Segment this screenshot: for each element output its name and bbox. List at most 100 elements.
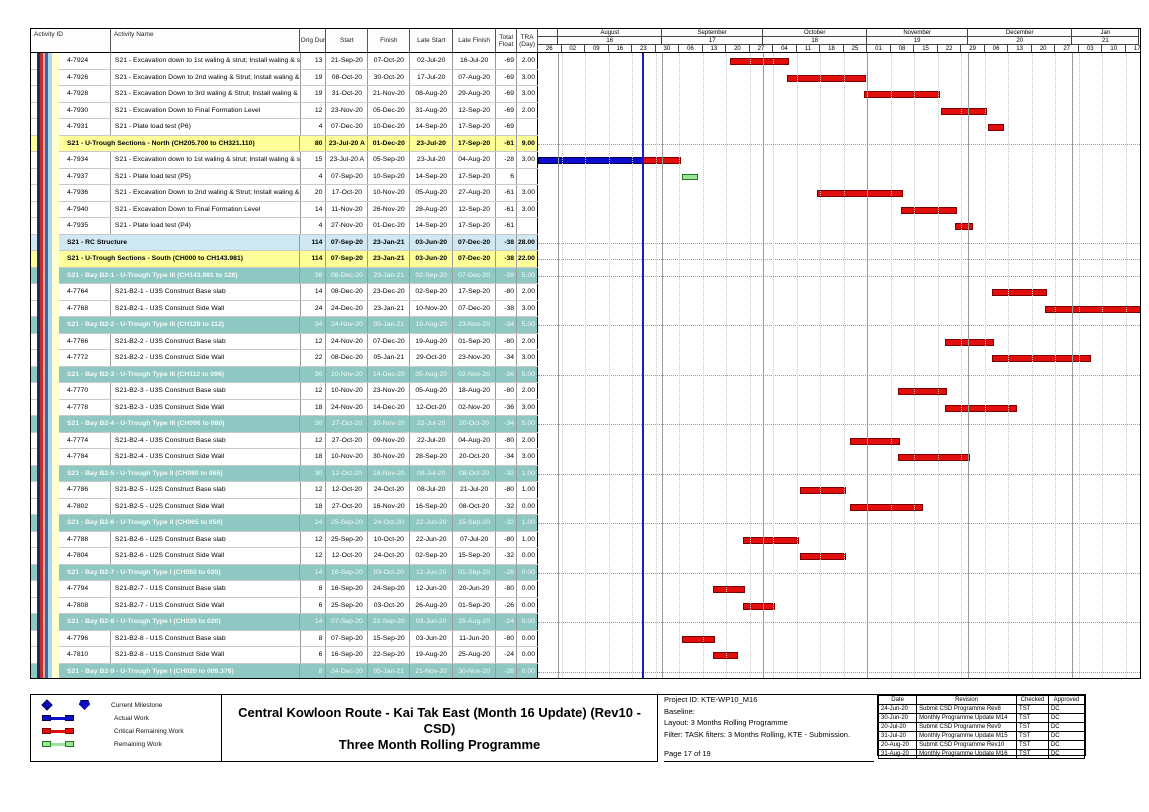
timescale-header: August 16 September 17 October 18 November 19 De… (538, 29, 1140, 53)
total-float: -36 (496, 366, 518, 382)
legend: Current Milestone Actual Work Critical Rem… (30, 694, 222, 762)
finish-date: 05-Sep-20 (368, 152, 411, 168)
band-name: S21 - Bay B2-3 - U-Trough Type III (CH11… (31, 366, 301, 382)
activity-id: 4-7794 (31, 581, 111, 597)
tra-days: 3.00 (517, 201, 538, 217)
late-finish-date: 15-Sep-20 (453, 515, 497, 531)
late-finish-date: 01-Sep-20 (453, 333, 497, 349)
band-dotted-line (538, 523, 1140, 524)
activity-id: 4-7940 (31, 201, 111, 217)
start-date: 24-Dec-20 (326, 663, 369, 678)
finish-date: 24-Oct-20 (368, 482, 411, 498)
activity-name: S21-B2-4 - U3S Construct Base slab (111, 432, 301, 448)
remaining-bar (682, 174, 698, 180)
actual-bar-part (65, 715, 74, 721)
finish-date: 30-Nov-20 (368, 449, 411, 465)
total-float: -80 (496, 432, 518, 448)
activity-name: S21-B2-4 - U3S Construct Side Wall (111, 449, 301, 465)
activity-row: 4-7788 S21-B2-6 - U2S Construct Base slab… (31, 531, 1140, 548)
revision-cell: Monthly Programme Update M16 (916, 749, 1018, 759)
late-start-date: 08-Jul-20 (410, 465, 454, 481)
band-dotted-line (538, 143, 1140, 145)
start-date: 08-Dec-20 (326, 350, 369, 366)
orig-dur: 80 (300, 135, 327, 151)
band-name: S21 - Bay B2-9 - U-Trough Type I (CH020 … (31, 663, 301, 678)
activity-row: 4-7936 S21 - Excavation Down to 2nd walin… (31, 185, 1140, 202)
week-tick-label: 25 (844, 45, 868, 52)
start-date: 07-Sep-20 (326, 251, 369, 267)
gantt-row-area (538, 202, 1140, 219)
column-header-total-float: Total Float (496, 29, 518, 52)
total-float: -38 (496, 300, 518, 316)
baseline: Baseline: (664, 706, 695, 716)
column-header-tra-day: TRA (Day) (517, 29, 539, 52)
band-name: S21 - U-Trough Sections - South (CH000 t… (31, 251, 301, 267)
activity-id: 4-7768 (31, 300, 111, 316)
activity-id: 4-7937 (31, 168, 111, 184)
week-tick-label: 20 (1032, 45, 1056, 52)
gantt-row-area (538, 499, 1140, 516)
finish-date: 30-Oct-20 (368, 69, 411, 85)
margin-stripe (37, 53, 40, 678)
revision-cell: DC (1047, 740, 1086, 750)
total-float: -36 (496, 399, 518, 415)
late-finish-date: 17-Sep-20 (453, 135, 497, 151)
tra-days (517, 168, 538, 184)
total-float: -80 (496, 630, 518, 646)
total-float: -80 (496, 482, 518, 498)
critical-remaining-bar (988, 124, 1004, 131)
critical-remaining-bar (941, 107, 987, 115)
gantt-row-area (538, 548, 1140, 565)
activity-id: 4-7774 (31, 432, 111, 448)
start-date: 16-Sep-20 (326, 647, 369, 663)
late-start-date: 22-Jul-20 (410, 432, 454, 448)
activity-id: 4-7772 (31, 350, 111, 366)
total-float: -24 (496, 614, 518, 630)
total-float: -80 (496, 581, 518, 597)
activity-row: 4-7928 S21 - Excavation Down to 3rd walin… (31, 86, 1140, 103)
week-tick-label: 23 (632, 45, 656, 52)
orig-dur: 6 (301, 597, 327, 613)
late-finish-date: 02-Nov-20 (453, 399, 497, 415)
finish-date: 01-Dec-20 (368, 135, 411, 151)
late-start-date: 22-Jun-20 (410, 531, 454, 547)
late-start-date: 31-Aug-20 (410, 102, 454, 118)
month-number (538, 37, 559, 45)
gantt-row-area (538, 251, 1140, 268)
critical-remaining-bar (897, 388, 947, 395)
tra-days: 1.00 (517, 515, 538, 531)
activity-id: 4-7788 (31, 531, 111, 547)
start-date: 23-Nov-20 (326, 102, 369, 118)
late-start-date: 12-Jun-20 (410, 581, 454, 597)
band-name: S21 - RC Structure (31, 234, 301, 250)
start-date: 12-Oct-20 (326, 465, 369, 481)
tra-days: 2.00 (517, 383, 538, 399)
band-name: S21 - Bay B2-6 - U-Trough Type II (CH065… (31, 515, 301, 531)
week-tick-label: 15 (914, 45, 938, 52)
orig-dur: 19 (301, 86, 327, 102)
orig-dur: 20 (301, 185, 327, 201)
revision-cell: Monthly Programme Update M15 (916, 731, 1018, 741)
critical-remaining-bar (897, 454, 971, 461)
start-date: 24-Nov-20 (326, 333, 369, 349)
late-finish-date: 21-Jul-20 (453, 482, 497, 498)
late-finish-date: 07-Aug-20 (453, 69, 497, 85)
activity-name: S21-B2-5 - U2S Construct Base slab (111, 482, 301, 498)
activity-id: 4-7934 (31, 152, 111, 168)
finish-date: 07-Dec-20 (368, 333, 411, 349)
layout: Layout: 3 Months Rolling Programme (664, 718, 788, 727)
legend-label: Actual Work (114, 714, 149, 722)
late-start-date: 26-Aug-20 (410, 597, 454, 613)
finish-date: 05-Jan-21 (368, 350, 411, 366)
total-float: -80 (496, 531, 518, 547)
summary-band-row: S21 - Bay B2-2 - U-Trough Type III (CH12… (31, 317, 1140, 334)
activity-name: S21-B2-7 - U1S Construct Base slab (111, 581, 301, 597)
gantt-row-area (538, 235, 1140, 252)
remaining-bar-part (65, 741, 74, 747)
critical-remaining-bar (991, 355, 1092, 362)
late-finish-date: 23-Nov-20 (453, 317, 497, 333)
tra-days: 0.00 (517, 581, 538, 597)
gantt-row-area (538, 350, 1140, 367)
activity-row: 4-7784 S21-B2-4 - U3S Construct Side Wall… (31, 449, 1140, 466)
late-start-date: 17-Jul-20 (410, 69, 454, 85)
